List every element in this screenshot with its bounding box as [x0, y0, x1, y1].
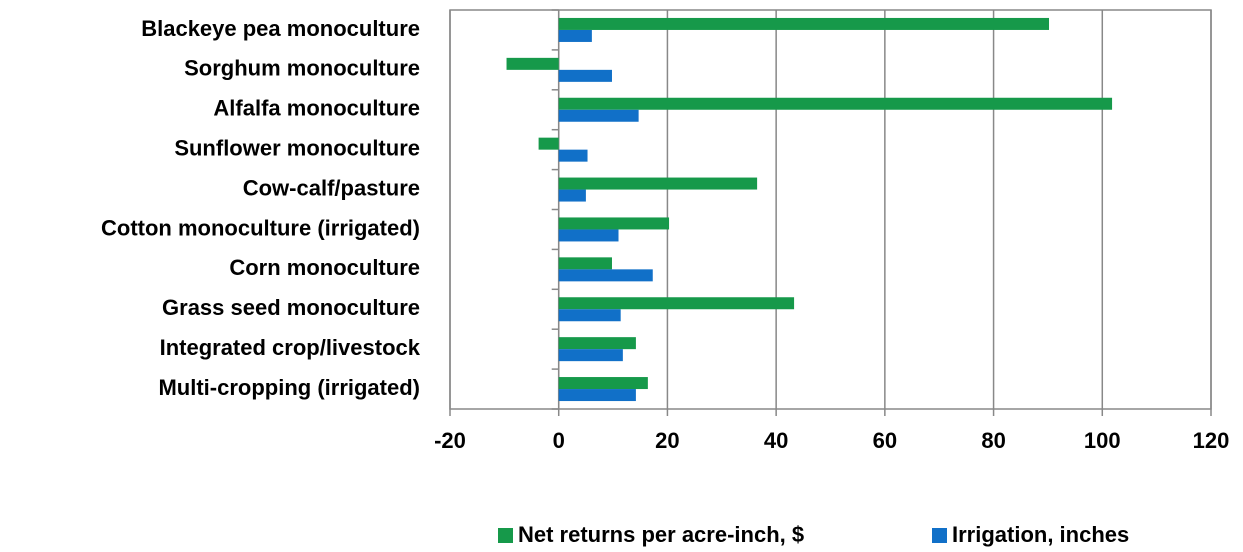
bar: [558, 269, 653, 282]
bar: [558, 389, 636, 402]
y-tick-label: Sorghum monoculture: [184, 56, 420, 81]
y-tick-label: Corn monoculture: [229, 255, 420, 280]
y-tick-label: Alfalfa monoculture: [213, 96, 420, 121]
bar: [506, 57, 559, 70]
bar: [558, 229, 619, 242]
bar: [558, 217, 670, 230]
bar: [558, 377, 648, 390]
y-tick-label: Sunflower monoculture: [174, 135, 420, 160]
x-tick-label: 60: [873, 428, 897, 453]
bar: [558, 189, 586, 202]
legend-label: Irrigation, inches: [952, 522, 1129, 547]
bar: [558, 69, 612, 82]
x-tick-label: 0: [553, 428, 565, 453]
y-tick-label: Cotton monoculture (irrigated): [101, 215, 420, 240]
bar: [558, 149, 588, 162]
bar: [558, 257, 612, 270]
bar: [558, 17, 1050, 30]
x-tick-label: -20: [434, 428, 466, 453]
legend-swatch: [932, 528, 947, 543]
bar: [558, 297, 795, 310]
bar: [558, 97, 1113, 110]
x-tick-label: 120: [1193, 428, 1230, 453]
legend-swatch: [498, 528, 513, 543]
y-tick-label: Blackeye pea monoculture: [141, 16, 420, 41]
y-tick-label: Multi-cropping (irrigated): [158, 375, 420, 400]
bar: [558, 337, 636, 350]
y-tick-label: Cow-calf/pasture: [243, 175, 420, 200]
bar: [558, 349, 623, 362]
x-tick-label: 20: [655, 428, 679, 453]
bar: [558, 109, 639, 122]
x-tick-label: 40: [764, 428, 788, 453]
legend-label: Net returns per acre-inch, $: [518, 522, 804, 547]
bar: [558, 309, 621, 322]
bar: [558, 29, 592, 42]
x-tick-label: 80: [981, 428, 1005, 453]
bar: [558, 177, 758, 190]
x-tick-label: 100: [1084, 428, 1121, 453]
bar: [538, 137, 559, 150]
y-tick-label: Grass seed monoculture: [162, 295, 420, 320]
y-tick-label: Integrated crop/livestock: [160, 335, 421, 360]
